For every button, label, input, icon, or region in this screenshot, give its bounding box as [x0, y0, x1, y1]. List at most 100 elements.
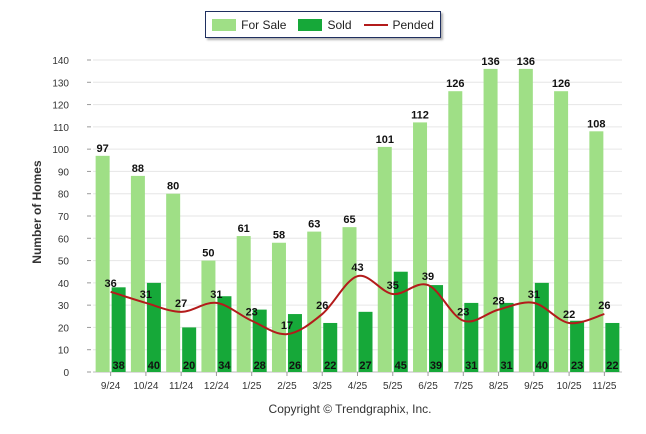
data-label-for-sale: 126	[446, 78, 464, 90]
data-label-for-sale: 61	[238, 223, 250, 235]
data-label-pended: 43	[351, 262, 363, 274]
y-tick-label: 120	[52, 101, 69, 112]
legend-label-sold: Sold	[327, 17, 352, 32]
bar-for-sale	[95, 155, 110, 372]
bar-for-sale	[413, 122, 428, 373]
bar-sold	[111, 287, 126, 372]
y-tick-label: 80	[58, 190, 70, 201]
data-label-pended: 26	[316, 300, 328, 312]
bar-sold	[182, 327, 197, 372]
copyright-text: Copyright © Trendgraphix, Inc.	[268, 402, 432, 416]
bar-for-sale	[518, 68, 533, 373]
data-label-pended: 22	[563, 309, 575, 321]
chart-legend: For Sale Sold Pended	[205, 11, 441, 38]
bar-for-sale	[589, 131, 604, 372]
x-tick-label: 5/25	[383, 381, 403, 392]
bar-sold	[393, 271, 408, 372]
data-label-for-sale: 58	[273, 230, 285, 242]
x-tick-label: 11/25	[592, 381, 617, 392]
bar-for-sale	[554, 91, 569, 372]
data-label-sold: 45	[395, 360, 407, 372]
data-label-pended: 31	[210, 289, 222, 301]
data-label-sold: 31	[465, 360, 477, 372]
data-label-for-sale: 126	[552, 78, 570, 90]
data-label-for-sale: 88	[132, 163, 144, 175]
bar-sold	[358, 311, 373, 372]
bar-for-sale	[236, 236, 251, 372]
bar-sold	[429, 285, 444, 372]
bar-sold	[287, 314, 302, 372]
bar-for-sale	[130, 175, 145, 372]
y-tick-label: 40	[58, 279, 70, 290]
y-tick-label: 60	[58, 234, 70, 245]
data-label-sold: 39	[430, 360, 442, 372]
x-tick-label: 10/25	[557, 381, 582, 392]
x-tick-label: 1/25	[242, 381, 262, 392]
bar-for-sale	[307, 231, 322, 372]
data-label-pended: 26	[598, 300, 610, 312]
bar-sold	[499, 302, 514, 372]
x-tick-label: 6/25	[418, 381, 438, 392]
data-label-pended: 23	[457, 307, 469, 319]
data-label-sold: 23	[571, 360, 583, 372]
legend-item-for-sale: For Sale	[212, 18, 286, 32]
data-label-for-sale: 63	[308, 219, 320, 231]
data-label-pended: 35	[387, 280, 399, 292]
data-label-sold: 38	[113, 360, 125, 372]
x-tick-label: 3/25	[312, 381, 332, 392]
data-label-sold: 40	[148, 360, 160, 372]
data-label-sold: 22	[606, 360, 618, 372]
x-tick-label: 4/25	[348, 381, 368, 392]
data-label-sold: 26	[289, 360, 301, 372]
legend-item-pended: Pended	[363, 17, 434, 32]
bar-for-sale	[448, 91, 463, 372]
data-label-for-sale: 136	[517, 56, 535, 68]
data-label-pended: 36	[105, 278, 117, 290]
x-tick-label: 7/25	[454, 381, 474, 392]
bar-sold	[570, 320, 585, 372]
bar-for-sale	[342, 227, 357, 372]
y-axis-title: Number of Homes	[30, 160, 44, 264]
x-tick-label: 8/25	[489, 381, 509, 392]
data-label-for-sale: 112	[411, 109, 429, 121]
data-label-sold: 22	[324, 360, 336, 372]
data-label-sold: 31	[500, 360, 512, 372]
bar-for-sale	[166, 193, 181, 372]
data-label-for-sale: 80	[167, 181, 179, 193]
bar-for-sale	[377, 146, 392, 372]
data-label-sold: 40	[536, 360, 548, 372]
data-label-for-sale: 136	[481, 56, 499, 68]
data-label-for-sale: 50	[202, 248, 214, 260]
x-tick-label: 9/25	[524, 381, 544, 392]
y-tick-label: 0	[63, 368, 69, 379]
data-label-pended: 31	[528, 289, 540, 301]
bar-sold	[217, 296, 232, 372]
bar-sold	[252, 309, 267, 372]
line-pended	[110, 274, 605, 336]
y-tick-label: 20	[58, 323, 70, 334]
y-tick-label: 100	[52, 145, 69, 156]
y-tick-label: 130	[52, 78, 69, 89]
y-tick-label: 10	[58, 346, 70, 357]
y-tick-label: 70	[58, 212, 70, 223]
data-label-sold: 27	[359, 360, 371, 372]
data-label-sold: 34	[218, 360, 231, 372]
data-label-pended: 27	[175, 298, 187, 310]
data-label-pended: 39	[422, 271, 434, 283]
data-label-sold: 28	[254, 360, 266, 372]
x-tick-label: 10/24	[133, 381, 158, 392]
legend-swatch-sold	[298, 18, 323, 31]
x-tick-label: 12/24	[204, 381, 229, 392]
x-tick-label: 9/24	[101, 381, 121, 392]
y-tick-label: 140	[52, 56, 69, 67]
data-label-pended: 17	[281, 320, 293, 332]
bar-for-sale	[201, 260, 216, 372]
y-tick-label: 50	[58, 257, 70, 268]
legend-label-for-sale: For Sale	[241, 17, 287, 32]
x-tick-label: 11/24	[169, 381, 194, 392]
y-tick-label: 30	[58, 301, 70, 312]
legend-swatch-for-sale	[212, 18, 237, 31]
legend-label-pended: Pended	[392, 17, 434, 32]
data-label-sold: 20	[183, 360, 195, 372]
